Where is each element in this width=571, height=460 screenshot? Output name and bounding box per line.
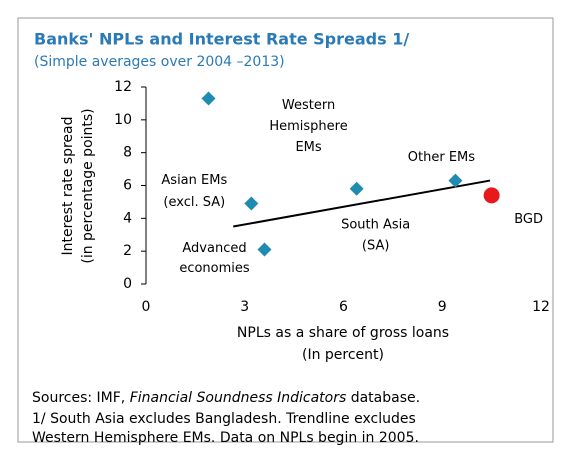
- y-tick-label: 0: [123, 276, 132, 292]
- x-tick-label: 0: [142, 299, 151, 315]
- point: [448, 173, 463, 188]
- source-part: database.: [346, 390, 420, 406]
- x-tick-label: 9: [438, 299, 447, 315]
- y-tick-label: 10: [114, 112, 132, 128]
- point: [349, 181, 364, 196]
- trendline: [233, 179, 491, 228]
- point-label: (SA): [362, 238, 390, 253]
- chart-subtitle: (Simple averages over 2004 –2013): [34, 54, 285, 70]
- point-label: Hemisphere: [269, 119, 347, 134]
- point-label: BGD: [514, 212, 543, 227]
- note: 1/ South Asia excludes Bangladesh. Trend…: [32, 411, 416, 427]
- chart-title: Banks' NPLs and Interest Rate Spreads 1/: [34, 30, 409, 49]
- note: Western Hemisphere EMs. Data on NPLs beg…: [32, 430, 419, 446]
- x-tick-label: 3: [240, 299, 249, 315]
- x-tick-label: 6: [339, 299, 348, 315]
- point-label: economies: [179, 261, 250, 276]
- point-label: Other EMs: [408, 150, 475, 165]
- point-label: EMs: [295, 140, 321, 155]
- point-label: Western: [282, 98, 335, 113]
- y-tick-label: 4: [123, 210, 132, 226]
- point: [244, 196, 259, 211]
- y-tick-label: 12: [114, 79, 132, 95]
- source: Sources: IMF, Financial Soundness Indica…: [32, 390, 420, 406]
- y-tick-label: 8: [123, 145, 132, 161]
- source-part: Financial Soundness Indicators: [130, 390, 347, 406]
- point-label: (excl. SA): [163, 195, 225, 210]
- point-label: Asian EMs: [161, 173, 227, 188]
- y-tick-label: 2: [123, 243, 132, 259]
- y-label-line: (in percentage points): [80, 108, 96, 263]
- y-axis-label: Interest rate spread (in percentage poin…: [60, 108, 96, 263]
- x-label-line: (In percent): [302, 347, 384, 363]
- point: [257, 242, 272, 257]
- point: [483, 187, 500, 204]
- point-label: Advanced: [182, 241, 246, 256]
- y-label-line: Interest rate spread: [60, 117, 76, 256]
- point-label: South Asia: [341, 217, 410, 232]
- x-tick-label: 12: [532, 299, 550, 315]
- frame: [17, 17, 554, 443]
- point: [201, 91, 216, 106]
- y-tick-label: 6: [123, 178, 132, 194]
- x-label-line: NPLs as a share of gross loans: [237, 325, 449, 341]
- source-part: Sources: IMF,: [32, 390, 130, 406]
